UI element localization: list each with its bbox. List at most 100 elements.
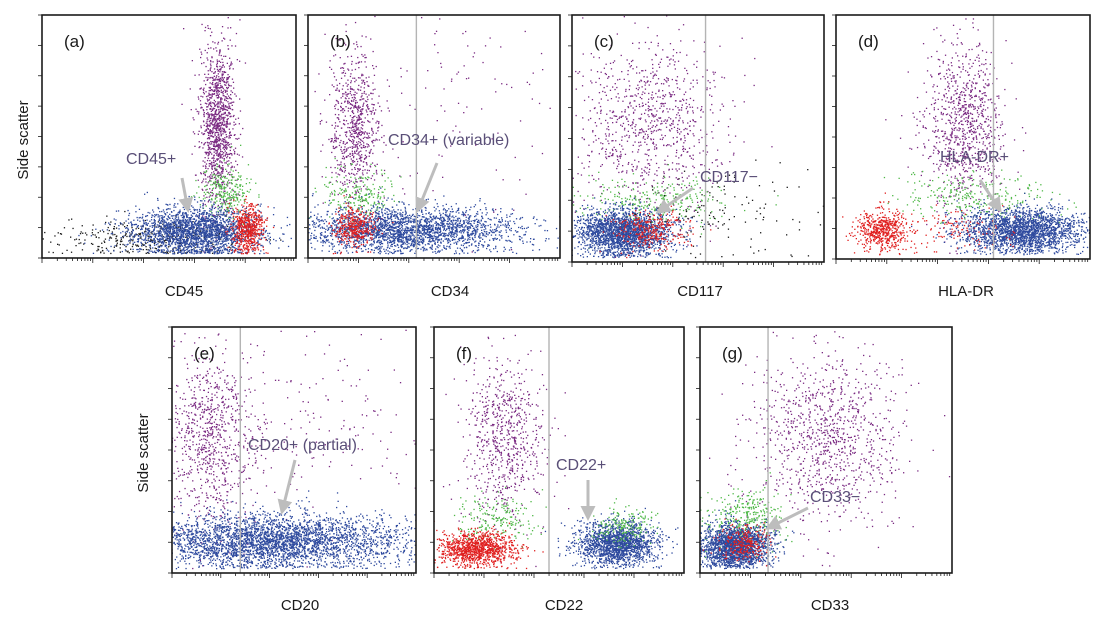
scatter-point [234, 190, 236, 193]
scatter-point [243, 231, 245, 233]
scatter-point [212, 246, 214, 248]
scatter-point [202, 202, 204, 205]
scatter-point [177, 214, 179, 216]
scatter-point [230, 235, 233, 237]
scatter-point [134, 223, 137, 226]
scatter-point [98, 245, 100, 248]
scatter-point [334, 133, 336, 135]
scatter-point [193, 248, 195, 250]
scatter-point [237, 245, 239, 247]
scatter-point [203, 223, 205, 225]
scatter-point [177, 219, 179, 221]
scatter-point [221, 91, 223, 93]
scatter-point [108, 239, 110, 241]
scatter-point [209, 163, 211, 165]
scatter-point [179, 229, 181, 232]
scatter-point [205, 235, 207, 237]
scatter-point [258, 233, 260, 236]
scatter-point [349, 131, 351, 134]
scatter-point [152, 209, 154, 211]
scatter-point [181, 225, 183, 227]
scatter-point [212, 223, 214, 225]
scatter-point [230, 146, 232, 149]
scatter-point [214, 89, 216, 91]
scatter-point [221, 207, 223, 209]
scatter-point [179, 251, 181, 253]
scatter-point [376, 173, 378, 175]
scatter-point [354, 115, 356, 117]
scatter-point [253, 211, 255, 214]
scatter-point [229, 97, 231, 99]
scatter-point [145, 248, 148, 251]
scatter-point [225, 143, 227, 146]
scatter-point [211, 95, 213, 97]
scatter-point [220, 86, 223, 89]
scatter-point [195, 252, 197, 254]
scatter-point [371, 140, 374, 142]
scatter-point [213, 131, 215, 133]
scatter-point [192, 235, 194, 238]
scatter-point [216, 125, 218, 127]
scatter-point [354, 174, 356, 176]
scatter-point [233, 230, 235, 232]
scatter-point [193, 218, 195, 220]
scatter-point [358, 107, 360, 109]
scatter-point [220, 177, 222, 179]
scatter-point [90, 235, 92, 237]
scatter-point [216, 106, 219, 108]
scatter-point [189, 230, 191, 233]
scatter-point [194, 251, 196, 253]
scatter-point [255, 222, 258, 225]
scatter-point [135, 223, 138, 226]
scatter-point [261, 217, 263, 219]
scatter-point [179, 209, 181, 211]
scatter-point [194, 145, 196, 147]
scatter-point [358, 84, 360, 87]
scatter-point [221, 188, 223, 190]
scatter-point [348, 127, 351, 129]
scatter-point [213, 92, 216, 95]
scatter-point [210, 222, 212, 224]
scatter-point [216, 231, 218, 233]
scatter-point [166, 234, 169, 236]
scatter-point [235, 118, 237, 120]
scatter-point [143, 244, 145, 246]
scatter-point [146, 191, 148, 194]
scatter-point [213, 90, 215, 92]
scatter-point [247, 224, 249, 226]
scatter-point [182, 235, 184, 237]
scatter-point [221, 233, 223, 236]
scatter-point [233, 114, 235, 117]
scatter-point [246, 213, 249, 216]
scatter-point [229, 97, 231, 100]
scatter-point [216, 165, 218, 168]
scatter-point [165, 229, 167, 231]
scatter-point [211, 225, 214, 227]
scatter-point [157, 197, 159, 200]
scatter-point [213, 181, 215, 184]
scatter-point [230, 167, 232, 169]
scatter-point [221, 143, 223, 145]
scatter-point [223, 80, 225, 83]
scatter-point [197, 133, 199, 135]
scatter-point [195, 250, 197, 253]
scatter-point [218, 252, 220, 254]
scatter-point [224, 231, 226, 233]
scatter-point [169, 238, 171, 240]
scatter-point [138, 238, 140, 240]
scatter-point [187, 223, 189, 225]
scatter-point [221, 226, 223, 229]
scatter-point [352, 117, 354, 119]
scatter-point [195, 226, 198, 228]
scatter-point [216, 88, 218, 90]
scatter-point [263, 227, 265, 229]
scatter-point [186, 243, 189, 245]
scatter-point [192, 232, 194, 234]
scatter-point [342, 166, 345, 168]
scatter-point [220, 224, 222, 226]
scatter-point [244, 233, 246, 235]
scatter-point [192, 221, 194, 223]
scatter-point [217, 127, 219, 129]
scatter-point [163, 219, 165, 221]
scatter-point [201, 212, 203, 215]
